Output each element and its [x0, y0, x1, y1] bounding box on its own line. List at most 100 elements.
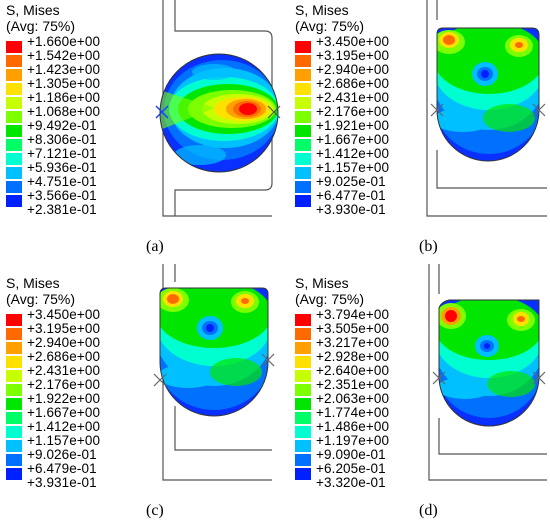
legend-tick-label: +4.751e-01: [27, 174, 97, 189]
legend-swatch: [295, 41, 311, 53]
legend-tick-label: +9.026e-01: [27, 447, 97, 462]
legend-tick-label: +3.195e+00: [27, 321, 101, 336]
panel-d: S, Mises (Avg: 75%) +3.794e+00 +3.505e+0…: [289, 264, 550, 527]
legend-tick-label: +1.186e+00: [27, 90, 101, 105]
legend-tick-label: +3.195e+00: [316, 48, 390, 63]
stress-contour: [437, 28, 539, 161]
boundary-marker: [430, 103, 444, 117]
legend-swatch: [295, 139, 311, 151]
guide-outline: [436, 150, 547, 189]
legend-swatch: [295, 412, 311, 424]
contour-plot: [155, 0, 281, 217]
legend-tick-label: +1.412e+00: [316, 146, 390, 161]
legend-swatch: [6, 41, 22, 53]
guide-outline: [174, 406, 272, 451]
legend-swatch: [295, 384, 311, 396]
legend-tick-label: +2.381e-01: [27, 202, 97, 217]
legend-tick-label: +1.922e+00: [27, 391, 101, 406]
legend-tick-label: +3.217e+00: [316, 335, 390, 350]
legend-tick-label: +2.351e+00: [316, 377, 390, 392]
color-legend: +1.660e+00 +1.542e+00 +1.423e+00 +1.305e…: [6, 35, 156, 217]
legend-tick-label: +1.486e+00: [316, 419, 390, 434]
stress-contour: [160, 54, 278, 172]
legend-tick-label: +1.157e+00: [316, 160, 390, 175]
legend-swatch: [6, 398, 22, 410]
legend-swatch: [295, 167, 311, 179]
legend-title-line2: (Avg: 75%): [295, 18, 364, 34]
legend-swatch: [295, 125, 311, 137]
legend-tick-label: +1.305e+00: [27, 76, 101, 91]
legend-tick-label: +9.025e-01: [316, 174, 386, 189]
legend-tick-label: +3.320e-01: [316, 475, 386, 490]
legend-swatch: [295, 181, 311, 193]
stress-contour: [160, 288, 268, 416]
legend-title-line1: S, Mises: [6, 275, 60, 291]
legend-title: S, Mises (Avg: 75%): [6, 275, 75, 307]
legend-swatch: [6, 412, 22, 424]
legend-tick-label: +2.940e+00: [316, 62, 390, 77]
legend-tick-label: +1.667e+00: [27, 405, 101, 420]
legend-swatch: [6, 139, 22, 151]
legend-tick-label: +5.936e-01: [27, 160, 97, 175]
legend-title-line1: S, Mises: [295, 2, 349, 18]
guide-outline: [438, 418, 547, 455]
boundary-marker: [155, 105, 169, 119]
legend-swatch: [6, 55, 22, 67]
legend-tick-label: +1.412e+00: [27, 419, 101, 434]
legend-swatch: [6, 314, 22, 326]
legend-swatch: [6, 83, 22, 95]
legend-swatch: [6, 356, 22, 368]
legend-swatch: [6, 69, 22, 81]
legend-swatch: [295, 370, 311, 382]
legend-tick-label: +6.477e-01: [316, 188, 386, 203]
legend-swatch: [295, 398, 311, 410]
legend-title-line1: S, Mises: [6, 2, 60, 18]
legend-tick-label: +3.930e-01: [316, 202, 386, 217]
boundary-marker: [532, 371, 546, 385]
legend-swatch: [6, 181, 22, 193]
legend-tick-label: +3.566e-01: [27, 188, 97, 203]
legend-tick-label: +1.542e+00: [27, 48, 101, 63]
legend-tick-label: +1.921e+00: [316, 118, 390, 133]
contour-plot: [428, 264, 547, 481]
legend-swatch: [295, 97, 311, 109]
legend-title-line2: (Avg: 75%): [295, 291, 364, 307]
legend-tick-label: +1.157e+00: [27, 433, 101, 448]
legend-tick-label: +2.940e+00: [27, 335, 101, 350]
legend-swatch: [295, 328, 311, 340]
legend-tick-label: +1.660e+00: [27, 34, 101, 49]
boundary-marker: [532, 103, 546, 117]
legend-tick-label: +2.431e+00: [27, 363, 101, 378]
legend-title-line1: S, Mises: [295, 275, 349, 291]
panel-caption: (d): [419, 502, 438, 519]
legend-swatch: [295, 426, 311, 438]
legend-tick-label: +2.176e+00: [27, 377, 101, 392]
legend-tick-label: +2.431e+00: [316, 90, 390, 105]
legend-swatch: [295, 342, 311, 354]
boundary-marker: [153, 373, 167, 387]
legend-swatch: [6, 454, 22, 466]
legend-swatch: [6, 125, 22, 137]
legend-tick-label: +2.640e+00: [316, 363, 390, 378]
panel-c: S, Mises (Avg: 75%) +3.450e+00 +3.195e+0…: [0, 264, 275, 527]
legend-tick-label: +3.931e-01: [27, 475, 97, 490]
legend-swatch: [6, 370, 22, 382]
legend-swatch: [6, 426, 22, 438]
legend-swatch: [6, 468, 22, 480]
panel-a: S, Mises (Avg: 75%) +1.660e+00 +1.542e+0…: [0, 0, 281, 263]
legend-swatch: [295, 356, 311, 368]
legend-title: S, Mises (Avg: 75%): [295, 2, 364, 34]
legend-swatch: [295, 55, 311, 67]
legend-swatch: [6, 153, 22, 165]
panel-b: S, Mises (Avg: 75%) +3.450e+00 +3.195e+0…: [289, 0, 550, 263]
legend-tick-label: +2.686e+00: [27, 349, 101, 364]
legend-tick-label: +9.492e-01: [27, 118, 97, 133]
legend-swatch: [6, 440, 22, 452]
legend-swatch: [6, 342, 22, 354]
legend-swatch: [295, 83, 311, 95]
legend-tick-label: +2.176e+00: [316, 104, 390, 119]
legend-tick-label: +2.928e+00: [316, 349, 390, 364]
legend-swatch: [295, 440, 311, 452]
legend-tick-label: +3.450e+00: [316, 34, 390, 49]
legend-tick-label: +9.090e-01: [316, 447, 386, 462]
